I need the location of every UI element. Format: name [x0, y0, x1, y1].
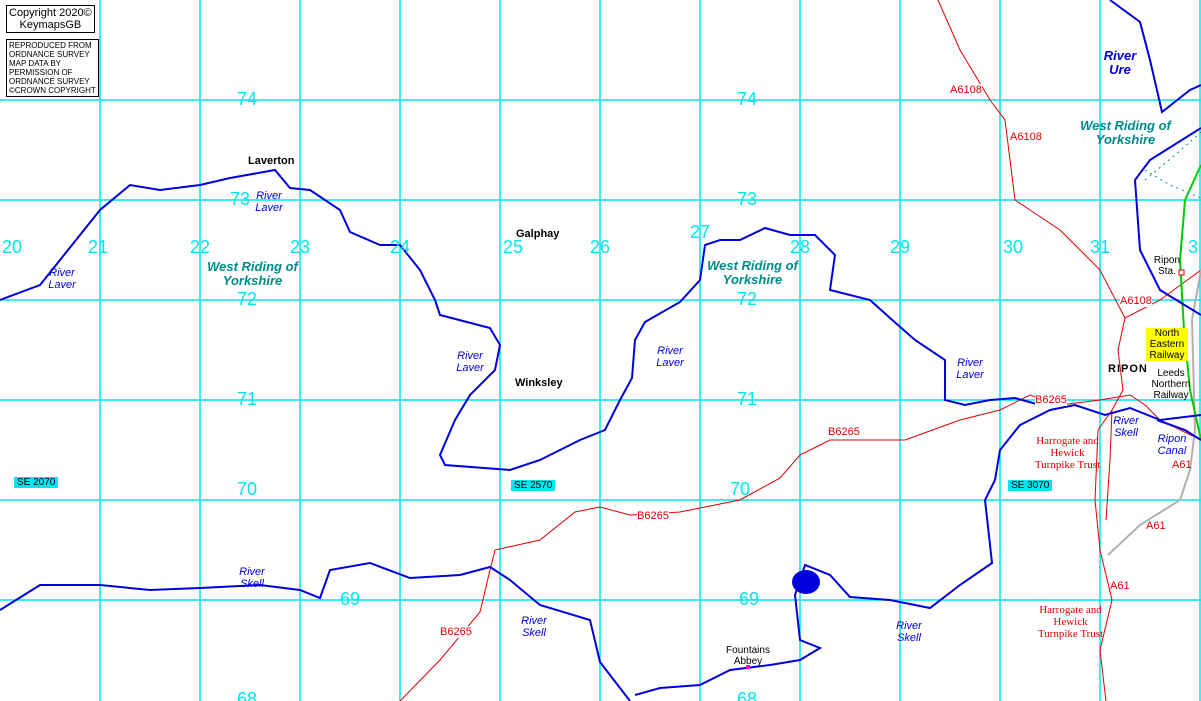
fountains-abbey-label: Fountains Abbey [726, 645, 770, 667]
northing-label: 69 [739, 589, 760, 609]
easting-label: 25 [503, 237, 524, 257]
northing-label: 73 [230, 189, 251, 209]
copyright-text: Copyright 2020© [9, 7, 92, 19]
road-label: A6108 [1120, 295, 1152, 308]
turnpike-label: Harrogate and Hewick Turnpike Trust [1037, 604, 1104, 641]
easting-label: 29 [890, 237, 911, 257]
river-label: River Laver [956, 357, 984, 382]
northing-label: 73 [737, 189, 758, 209]
northing-label: 74 [737, 89, 758, 109]
turnpike-label: Harrogate and Hewick Turnpike Trust [1034, 435, 1101, 472]
river-ure [1109, 0, 1201, 114]
fountains-lake [792, 570, 820, 594]
road-label: A61 [1110, 580, 1130, 592]
os-notice-line: REPRODUCED FROM [9, 41, 92, 50]
river-label: River Laver [456, 350, 484, 375]
road-label: B6265 [637, 510, 669, 523]
river-label: River Laver [255, 190, 283, 215]
county-label: West Riding of Yorkshire [707, 258, 798, 288]
railway-line [1178, 164, 1201, 441]
northing-label: 72 [237, 289, 258, 309]
northing-label: 70 [237, 479, 258, 499]
river-skell-east [634, 403, 1201, 696]
grid-ref: SE 2070 [14, 477, 59, 488]
easting-label: 26 [590, 237, 611, 257]
northing-label: 72 [737, 289, 758, 309]
northing-label: 69 [340, 589, 361, 609]
northing-label: 68 [237, 689, 258, 701]
road-label: A6108 [950, 84, 982, 97]
ripon-station-label: Ripon Sta. [1153, 255, 1181, 277]
road-label: B6265 [828, 426, 860, 439]
easting-label: 20 [2, 237, 23, 257]
os-notice-line: ©CROWN COPYRIGHT [9, 86, 96, 95]
grid-ref: SE 2570 [511, 480, 556, 491]
road-label: A6108 [1010, 131, 1042, 144]
road-turnpike [1105, 409, 1113, 521]
northing-label: 71 [237, 389, 258, 409]
river-label: River Laver [48, 267, 76, 292]
road-a6108 [937, 0, 1201, 319]
easting-label: 27 [690, 222, 711, 242]
easting-label: 30 [1003, 237, 1024, 257]
road-label: A61 [1172, 459, 1192, 471]
road-b6265 [399, 394, 1201, 701]
easting-label: 21 [88, 237, 109, 257]
easting-label: 31 [1090, 237, 1111, 257]
os-notice-line: ORDNANCE SURVEY [9, 50, 90, 59]
river-laver [0, 168, 1061, 472]
easting-label: 22 [190, 237, 211, 257]
northing-label: 71 [737, 389, 758, 409]
ripon-canal-label: Ripon Canal [1157, 433, 1187, 458]
river-label: River Skell [1113, 415, 1139, 440]
river-ure-label: River Ure [1103, 48, 1137, 78]
north-eastern-railway-label: North Eastern Railway [1146, 328, 1188, 361]
river-label: River Laver [656, 345, 684, 370]
river-label: River Skell [239, 566, 265, 591]
fountains-abbey-marker [746, 665, 750, 669]
dismantled-railway-2 [1144, 131, 1201, 181]
os-notice-line: ORDNANCE SURVEY [9, 77, 90, 86]
northing-label: 74 [237, 89, 258, 109]
leeds-northern-railway-label: Leeds Northern Railway [1151, 368, 1191, 401]
easting-label: 24 [390, 237, 411, 257]
northing-label: 70 [730, 479, 751, 499]
place-galphay: Galphay [516, 228, 560, 240]
place-winksley: Winksley [515, 377, 563, 389]
northing-label: 68 [737, 689, 758, 701]
grid-ref: SE 3070 [1008, 480, 1053, 491]
river-label: River Skell [896, 620, 922, 645]
road-label: B6265 [440, 626, 472, 639]
easting-label: 23 [290, 237, 311, 257]
place-ripon: RIPON [1108, 363, 1148, 375]
county-label: West Riding of Yorkshire [207, 259, 298, 289]
river-skell [0, 561, 631, 701]
ripon-station-marker [1178, 269, 1185, 276]
river-label: River Skell [521, 615, 547, 640]
county-label: West Riding of Yorkshire [1080, 118, 1171, 148]
road-label: B6265 [1035, 394, 1067, 407]
os-notice-line: PERMISSION OF [9, 68, 73, 77]
easting-label: 3 [1188, 237, 1199, 257]
os-notice-line: MAP DATA BY [9, 59, 62, 68]
copyright-box: Copyright 2020© KeymapsGB [6, 5, 95, 33]
easting-label: 28 [790, 237, 811, 257]
copyright-owner: KeymapsGB [19, 19, 82, 31]
place-laverton: Laverton [248, 155, 295, 167]
road-a61 [1094, 317, 1126, 701]
ripon-canal [1156, 419, 1201, 441]
road-label: A61 [1146, 520, 1166, 532]
road-a61-grey [1107, 269, 1201, 556]
os-notice: REPRODUCED FROM ORDNANCE SURVEY MAP DATA… [6, 39, 99, 97]
river-ure-south [1133, 127, 1201, 316]
